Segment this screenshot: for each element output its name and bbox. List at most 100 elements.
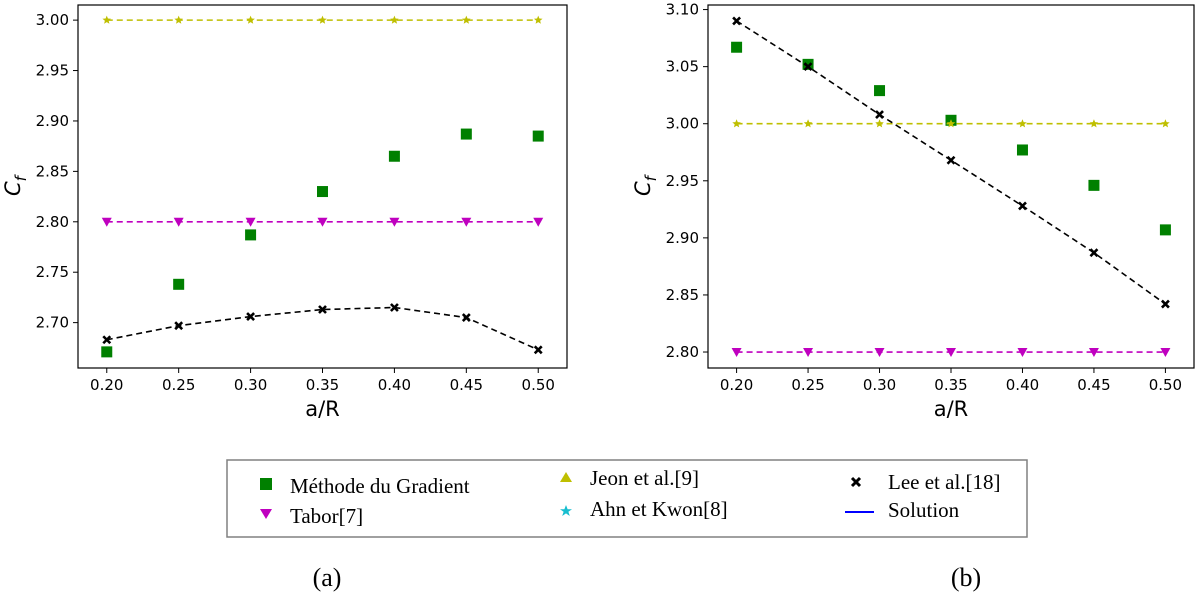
y-tick-label: 2.75 xyxy=(36,263,69,281)
y-tick-label: 2.70 xyxy=(36,314,69,332)
series-gradient xyxy=(731,41,1171,236)
legend-entry-lee: Lee et al.[18] xyxy=(850,470,1001,494)
series-tabor xyxy=(101,217,544,227)
gradient-point xyxy=(317,186,328,198)
gradient-point xyxy=(874,85,886,97)
legend-entry-solution: Solution xyxy=(845,498,960,522)
x-tick-label: 0.50 xyxy=(1149,376,1182,394)
x-tick-label: 0.30 xyxy=(234,376,267,394)
jeon-point xyxy=(732,119,741,128)
x-tick-label: 0.20 xyxy=(720,376,753,394)
x-tick-label: 0.45 xyxy=(450,376,483,394)
gradient-point xyxy=(1159,224,1171,236)
series-lee xyxy=(102,303,543,355)
y-tick-label: 2.90 xyxy=(666,229,699,247)
tabor-point xyxy=(874,348,885,358)
jeon-point xyxy=(875,119,884,128)
lee-line xyxy=(106,306,539,351)
tabor-point xyxy=(317,217,328,227)
jeon-point xyxy=(318,15,327,24)
gradient-point xyxy=(173,278,185,290)
lee-point xyxy=(1018,201,1027,211)
tabor-point xyxy=(389,217,400,227)
x-tick-label: 0.50 xyxy=(522,376,555,394)
y-tick-label: 3.05 xyxy=(666,58,699,76)
y-tick-label: 2.80 xyxy=(36,213,69,231)
x-tick-label: 0.45 xyxy=(1077,376,1110,394)
tabor-point xyxy=(461,217,472,227)
gradient-point xyxy=(1088,179,1100,191)
x-axis-label: a/R xyxy=(305,397,340,421)
tabor-point xyxy=(173,217,184,227)
lee-point xyxy=(174,321,184,331)
gradient-point xyxy=(245,229,257,241)
jeon-point xyxy=(533,15,543,24)
chart-panel-b: 0.20 0.25 0.30 0.35 0.40 0.45 0.50 2.80 2.85 2.90… xyxy=(631,1,1195,421)
tabor-point xyxy=(731,348,742,358)
y-tick-label: 3.00 xyxy=(36,11,69,29)
lee-point xyxy=(732,16,742,26)
lee-point xyxy=(461,313,471,323)
y-tick-label: 2.90 xyxy=(36,112,69,130)
y-tick-label: 2.95 xyxy=(666,172,699,190)
jeon-point xyxy=(462,15,471,24)
series-tabor xyxy=(731,348,1171,358)
x-tick-label: 0.40 xyxy=(378,376,411,394)
series-gradient xyxy=(101,128,544,358)
legend-jeon-label: Jeon et al.[9] xyxy=(590,466,699,490)
x-tick-label: 0.25 xyxy=(791,376,824,394)
panel-b-caption: (b) xyxy=(951,563,981,592)
legend-lee-label: Lee et al.[18] xyxy=(888,470,1001,494)
jeon-point xyxy=(803,119,813,128)
legend-tabor-label: Tabor[7] xyxy=(290,504,363,528)
series-jeon xyxy=(732,119,1170,128)
x-tick-label: 0.20 xyxy=(90,376,123,394)
lee-line xyxy=(736,20,1166,305)
x-tick-label: 0.35 xyxy=(306,376,339,394)
legend: Méthode du Gradient Tabor[7] Jeon et al.… xyxy=(226,459,1028,538)
legend-frame xyxy=(226,459,1028,538)
legend-jeon-marker xyxy=(560,472,572,482)
jeon-point xyxy=(102,15,112,24)
lee-point xyxy=(803,62,813,72)
y-tick-label: 3.00 xyxy=(666,115,699,133)
gradient-point xyxy=(731,41,743,53)
jeon-point xyxy=(1018,119,1027,128)
gradient-point xyxy=(532,130,544,142)
legend-ahn-marker xyxy=(560,505,572,516)
lee-point xyxy=(389,303,399,312)
x-tick-label: 0.35 xyxy=(934,376,967,394)
series-lee xyxy=(732,16,1170,309)
tabor-point xyxy=(101,217,112,227)
lee-point xyxy=(246,312,256,321)
y-tick-label: 2.95 xyxy=(36,62,69,80)
legend-lee-marker xyxy=(850,476,862,488)
plot-frame xyxy=(707,4,1195,369)
tabor-point xyxy=(1160,348,1171,358)
tabor-point xyxy=(245,217,256,227)
jeon-point xyxy=(390,15,399,24)
legend-entry-jeon: Jeon et al.[9] xyxy=(560,466,699,490)
jeon-point xyxy=(174,15,183,24)
legend-gradient-label: Méthode du Gradient xyxy=(290,474,470,498)
legend-entry-ahn: Ahn et Kwon[8] xyxy=(560,497,728,521)
jeon-point xyxy=(246,15,255,24)
panel-a-caption: (a) xyxy=(313,563,342,592)
x-tick-label: 0.30 xyxy=(863,376,896,394)
lee-point xyxy=(875,110,884,120)
y-axis-label: Cf xyxy=(1,173,30,196)
legend-entry-tabor: Tabor[7] xyxy=(260,504,363,528)
gradient-point xyxy=(1016,144,1028,156)
y-tick-label: 2.85 xyxy=(36,162,69,180)
tabor-point xyxy=(946,348,956,358)
x-tick-label: 0.25 xyxy=(162,376,195,394)
y-tick-label: 2.80 xyxy=(666,343,699,361)
gradient-point xyxy=(101,346,113,358)
lee-point xyxy=(1160,299,1170,309)
jeon-point xyxy=(946,119,956,128)
gradient-point xyxy=(460,128,472,140)
lee-point xyxy=(318,305,327,314)
legend-entry-gradient: Méthode du Gradient xyxy=(260,474,470,498)
tabor-point xyxy=(1088,348,1099,358)
